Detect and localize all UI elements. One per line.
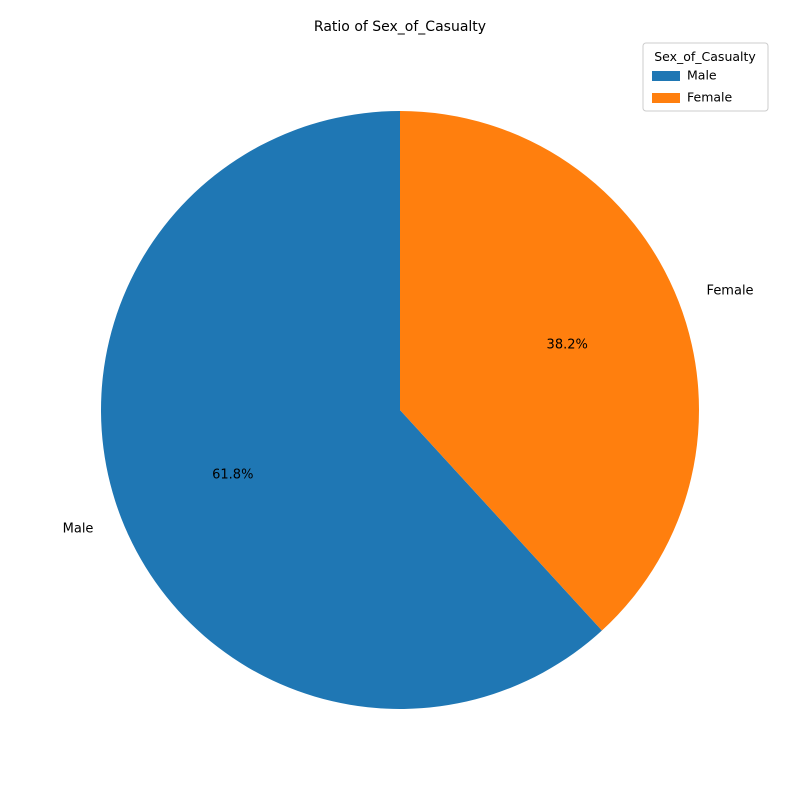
legend-title: Sex_of_Casualty bbox=[654, 49, 756, 64]
legend-label-female: Female bbox=[687, 90, 733, 105]
chart-title: Ratio of Sex_of_Casualty bbox=[314, 19, 486, 35]
percent-label-female: 38.2% bbox=[547, 338, 588, 353]
pie-slice-male bbox=[100, 111, 602, 709]
slice-label-female: Female bbox=[707, 283, 754, 298]
pie-slice-female bbox=[400, 111, 699, 631]
legend-label-male: Male bbox=[687, 68, 717, 83]
pie-labels: Male 61.8% Female 38.2% bbox=[63, 283, 754, 536]
percent-label-male: 61.8% bbox=[212, 467, 253, 482]
pie-slices bbox=[100, 111, 699, 709]
legend-swatch-female bbox=[652, 93, 680, 103]
legend-entries: Male Female bbox=[652, 68, 733, 105]
legend-swatch-male bbox=[652, 71, 680, 81]
slice-label-male: Male bbox=[63, 522, 94, 537]
legend: Sex_of_Casualty Male Female bbox=[642, 42, 769, 112]
